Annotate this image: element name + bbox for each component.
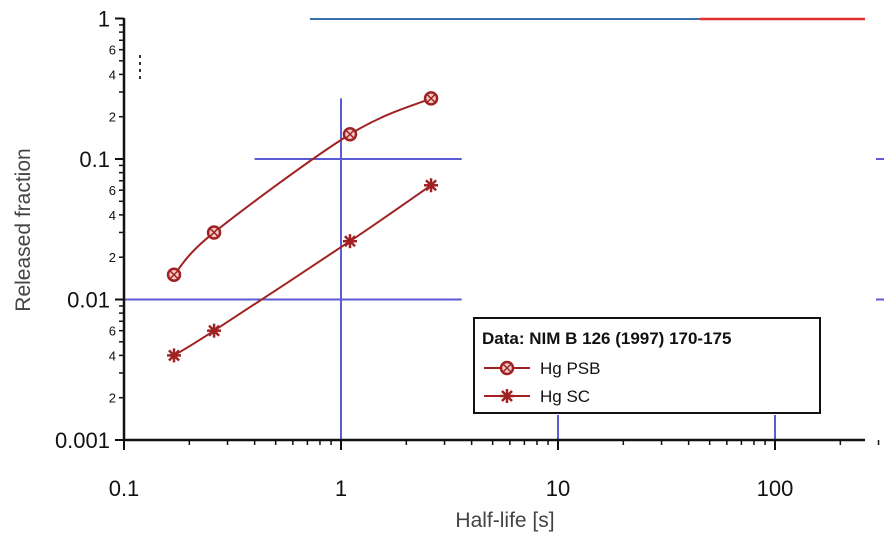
y-tick-label: 1 [98, 7, 110, 32]
x-axis-title: Half-life [s] [455, 509, 554, 532]
y-minor-label: 4 [109, 348, 116, 363]
y-axis: 0.001 0.01 0.1 1 2 4 6 2 4 6 2 4 6 [55, 7, 124, 453]
legend-marker [500, 389, 514, 403]
x-tick-label: 10 [546, 476, 570, 501]
data-point-0 [206, 225, 222, 240]
data-point-1 [167, 348, 182, 363]
legend-marker [499, 360, 515, 376]
guide-lines [124, 98, 884, 440]
series-line-0 [173, 97, 432, 276]
data-point-0 [423, 91, 439, 106]
y-minor-label: 6 [109, 324, 116, 339]
y-minor-label: 2 [109, 110, 116, 125]
x-axis: 0.1 1 10 100 [109, 440, 880, 501]
x-tick-label: 100 [757, 476, 794, 501]
y-minor-label: 4 [109, 67, 116, 82]
legend-entry-label: Hg SC [540, 387, 590, 406]
y-minor-label: 4 [109, 208, 116, 223]
legend-entry-label: Hg PSB [540, 359, 600, 378]
y-minor-label: 2 [109, 391, 116, 406]
y-minor-label: 2 [109, 250, 116, 265]
y-tick-label: 0.1 [79, 147, 110, 172]
y-tick-label: 0.01 [67, 288, 110, 313]
data-point-1 [207, 323, 222, 338]
y-axis-title: Released fraction [12, 148, 35, 311]
plot-artifacts [139, 17, 865, 80]
legend: Data: NIM B 126 (1997) 170-175 Hg PSB Hg S… [473, 317, 821, 414]
x-tick-label: 0.1 [109, 476, 140, 501]
data-point-1 [342, 234, 357, 249]
y-tick-label: 0.001 [55, 428, 110, 453]
x-tick-label: 1 [335, 476, 347, 501]
data-point-1 [424, 178, 439, 193]
legend-title: Data: NIM B 126 (1997) 170-175 [482, 329, 731, 348]
data-point-0 [342, 127, 358, 142]
y-minor-label: 6 [109, 183, 116, 198]
legend-box [473, 317, 821, 414]
data-point-0 [166, 267, 182, 283]
series-line-1 [173, 184, 432, 357]
series-layer [166, 91, 439, 363]
y-minor-label: 6 [109, 43, 116, 58]
